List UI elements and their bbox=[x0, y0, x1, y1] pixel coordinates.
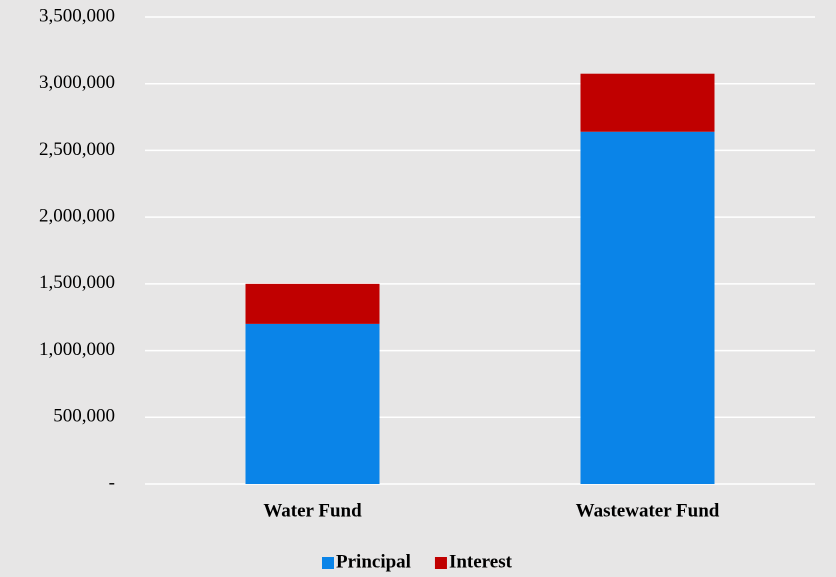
y-tick-label: 1,000,000 bbox=[39, 339, 115, 360]
y-tick-label: 2,000,000 bbox=[39, 206, 115, 227]
y-tick-label: 2,500,000 bbox=[39, 139, 115, 160]
bar-segment bbox=[245, 323, 380, 484]
y-tick-label: 1,500,000 bbox=[39, 272, 115, 293]
bar-segment bbox=[580, 131, 715, 484]
bar-segment bbox=[245, 283, 380, 324]
x-tick-label: Wastewater Fund bbox=[576, 500, 720, 521]
y-tick-label: 3,500,000 bbox=[39, 5, 115, 26]
y-tick-label: 500,000 bbox=[53, 406, 115, 427]
legend-swatch bbox=[322, 557, 334, 569]
x-tick-label: Water Fund bbox=[263, 500, 362, 521]
y-tick-label: - bbox=[109, 472, 115, 493]
y-tick-label: 3,000,000 bbox=[39, 72, 115, 93]
legend-swatch bbox=[434, 557, 447, 569]
legend-label: Interest bbox=[449, 551, 513, 572]
bar-segment bbox=[580, 73, 715, 132]
legend-label: Principal bbox=[336, 551, 411, 572]
